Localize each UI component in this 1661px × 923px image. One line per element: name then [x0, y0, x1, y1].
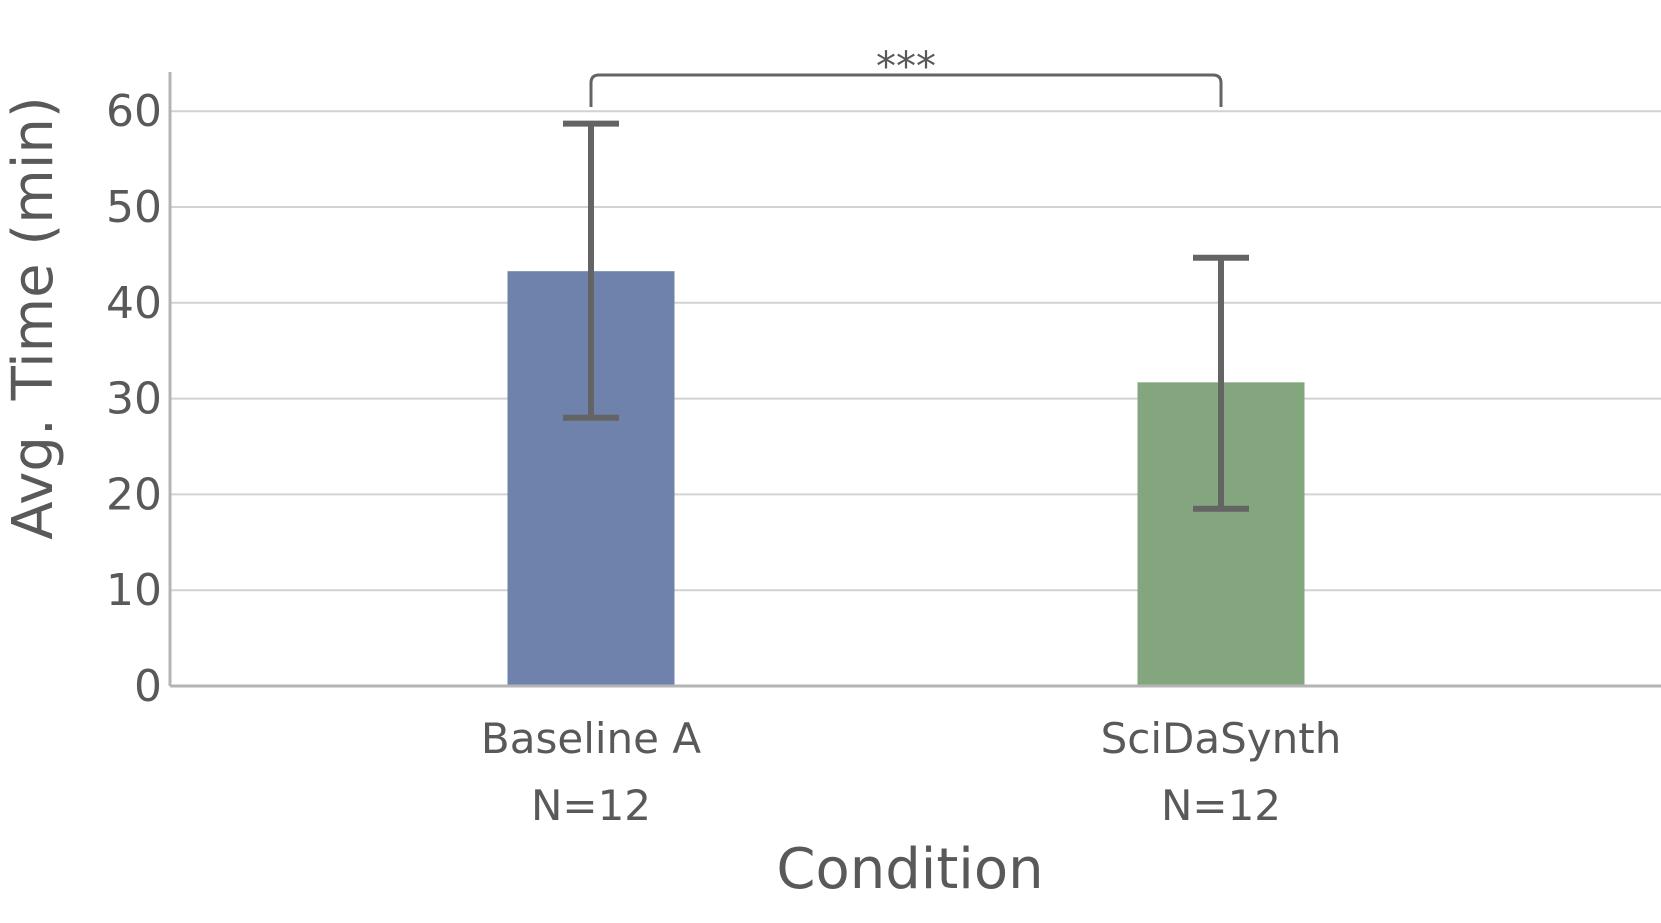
y-tick-label: 50 — [106, 182, 162, 233]
y-tick-label: 60 — [106, 86, 162, 137]
significance-bracket: *** — [589, 44, 1223, 107]
y-axis-title: Avg. Time (min) — [1, 96, 66, 539]
x-tick-sublabel: N=12 — [1161, 781, 1281, 830]
tick-labels: 0 10 20 30 40 50 60 Baseline A N=12 SciDaSynth N=1… — [106, 86, 1341, 830]
y-tick-label: 30 — [106, 374, 162, 425]
x-tick-sublabel: N=12 — [531, 781, 651, 830]
gridlines — [170, 110, 1661, 592]
x-axis-title: Condition — [776, 837, 1043, 902]
y-tick-label: 10 — [106, 565, 162, 616]
significance-label: *** — [876, 44, 936, 90]
y-tick-label: 0 — [134, 661, 162, 712]
y-tick-label: 40 — [106, 278, 162, 329]
axes — [168, 72, 1661, 688]
x-tick-label: Baseline A — [481, 714, 701, 763]
bars — [507, 271, 1305, 686]
significance-bracket-line — [589, 73, 1223, 107]
y-tick-label: 20 — [106, 469, 162, 520]
x-tick-label: SciDaSynth — [1101, 714, 1342, 763]
error-bars — [563, 120, 1249, 512]
